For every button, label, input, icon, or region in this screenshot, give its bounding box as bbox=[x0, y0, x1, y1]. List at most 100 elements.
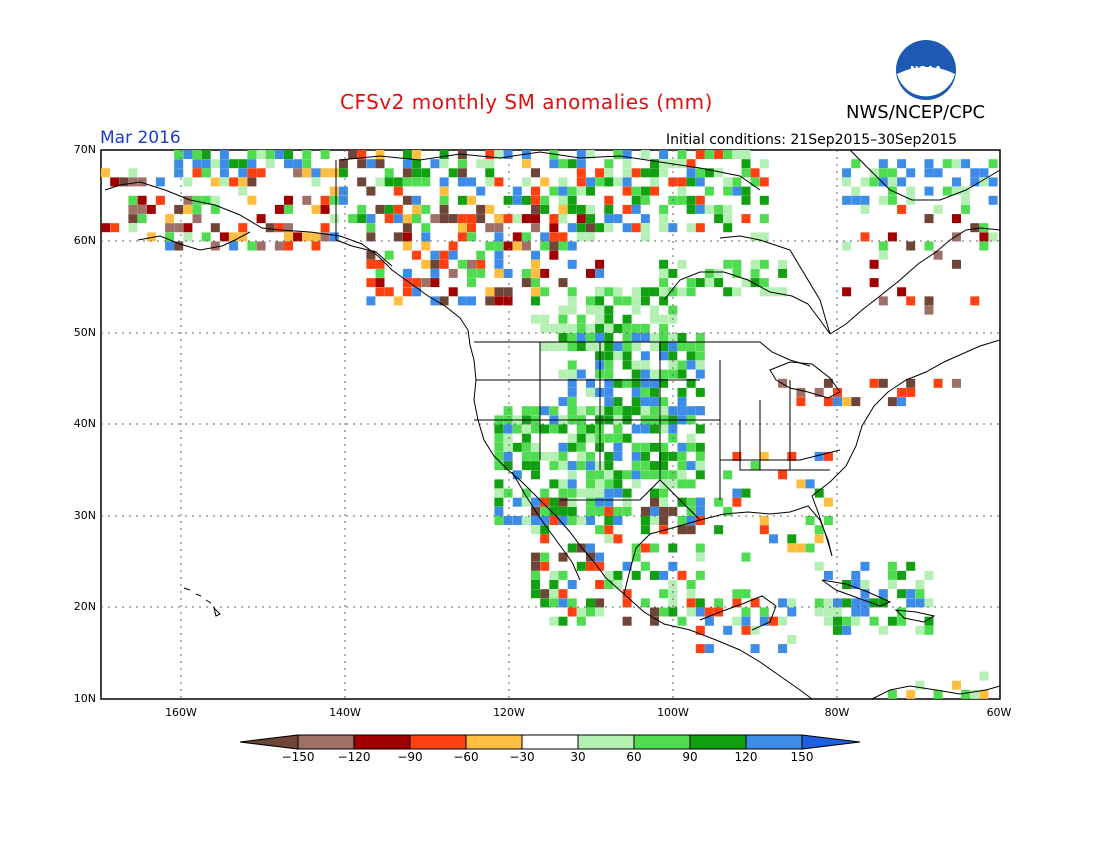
anomaly-cell bbox=[485, 150, 495, 159]
anomaly-cell bbox=[677, 397, 687, 407]
anomaly-cell bbox=[201, 195, 211, 205]
anomaly-cell bbox=[549, 232, 559, 242]
anomaly-cell bbox=[723, 506, 733, 516]
anomaly-cell bbox=[723, 150, 733, 159]
anomaly-cell bbox=[631, 369, 641, 379]
anomaly-cell bbox=[714, 150, 724, 159]
anomaly-cell bbox=[732, 598, 742, 608]
anomaly-cell bbox=[704, 616, 714, 626]
anomaly-cell bbox=[192, 159, 202, 169]
anomaly-cell bbox=[219, 177, 229, 187]
anomaly-cell bbox=[439, 296, 449, 306]
anomaly-cell bbox=[357, 159, 367, 169]
anomaly-cell bbox=[814, 598, 824, 608]
anomaly-cell bbox=[952, 378, 961, 388]
anomaly-cell bbox=[256, 150, 266, 159]
anomaly-cell bbox=[659, 442, 669, 452]
anomaly-cell bbox=[704, 150, 714, 159]
anomaly-cell bbox=[412, 195, 422, 205]
anomaly-cell bbox=[631, 387, 641, 397]
anomaly-cell bbox=[476, 186, 486, 196]
anomaly-cell bbox=[586, 451, 595, 461]
anomaly-cell bbox=[677, 616, 687, 626]
anomaly-cell bbox=[887, 195, 897, 205]
anomaly-cell bbox=[695, 570, 705, 580]
anomaly-cell bbox=[531, 442, 540, 452]
colorbar-swatch bbox=[633, 734, 691, 750]
anomaly-cell bbox=[695, 470, 705, 480]
colorbar-label: 90 bbox=[682, 750, 698, 764]
anomaly-cell bbox=[787, 607, 797, 617]
anomaly-cell bbox=[558, 488, 568, 498]
anomaly-cell bbox=[604, 497, 614, 507]
anomaly-cell bbox=[329, 214, 339, 224]
anomaly-cell bbox=[448, 268, 458, 278]
anomaly-cell bbox=[677, 406, 687, 416]
anomaly-cell bbox=[604, 159, 614, 169]
anomaly-cell bbox=[659, 223, 669, 233]
anomaly-cell bbox=[640, 287, 650, 297]
anomaly-cell bbox=[695, 351, 705, 361]
anomaly-cell bbox=[887, 616, 897, 626]
anomaly-cell bbox=[357, 177, 367, 187]
anomaly-cell bbox=[640, 424, 650, 434]
anomaly-cell bbox=[421, 177, 431, 187]
anomaly-cell bbox=[659, 461, 669, 471]
anomaly-cell bbox=[878, 241, 888, 251]
anomaly-cell bbox=[586, 214, 595, 224]
anomaly-cell bbox=[878, 159, 888, 169]
anomaly-cell bbox=[732, 287, 742, 297]
anomaly-cell bbox=[659, 287, 669, 297]
anomaly-cell bbox=[741, 589, 751, 599]
anomaly-cell bbox=[183, 177, 193, 187]
anomaly-cell bbox=[640, 516, 650, 525]
anomaly-cell bbox=[814, 607, 824, 617]
anomaly-cell bbox=[183, 232, 193, 242]
map-title: CFSv2 monthly SM anomalies (mm) bbox=[340, 90, 713, 114]
anomaly-cell bbox=[796, 543, 806, 553]
anomaly-cell bbox=[366, 259, 376, 269]
anomaly-cell bbox=[540, 204, 550, 214]
anomaly-cell bbox=[970, 689, 980, 699]
anomaly-cell bbox=[402, 214, 412, 224]
anomaly-cell bbox=[521, 516, 531, 525]
anomaly-cell bbox=[604, 534, 614, 544]
anomaly-cell bbox=[540, 287, 550, 297]
anomaly-cell bbox=[540, 241, 550, 251]
anomaly-cell bbox=[695, 442, 705, 452]
anomaly-cell bbox=[695, 598, 705, 608]
anomaly-cell bbox=[476, 204, 486, 214]
anomaly-cell bbox=[695, 342, 705, 352]
anomaly-cell bbox=[741, 278, 751, 288]
anomaly-cell bbox=[348, 214, 358, 224]
anomaly-cell bbox=[622, 433, 632, 443]
anomaly-cell bbox=[878, 168, 888, 178]
anomaly-cell bbox=[604, 525, 614, 535]
anomaly-cell bbox=[924, 305, 934, 315]
anomaly-cell bbox=[686, 525, 696, 535]
anomaly-cell bbox=[677, 186, 687, 196]
anomaly-cell bbox=[878, 250, 888, 260]
anomaly-cell bbox=[933, 204, 943, 214]
map-gridlines bbox=[101, 150, 1000, 699]
anomaly-cell bbox=[567, 433, 577, 443]
anomaly-cell bbox=[439, 259, 449, 269]
anomaly-cell bbox=[668, 561, 678, 571]
colorbar-swatch bbox=[297, 734, 355, 750]
anomaly-cell bbox=[366, 232, 376, 242]
anomaly-cell bbox=[219, 150, 229, 159]
anomaly-cell bbox=[759, 259, 769, 269]
anomaly-cell bbox=[366, 214, 376, 224]
anomaly-cell bbox=[659, 159, 669, 169]
anomaly-cell bbox=[668, 351, 678, 361]
anomaly-cell bbox=[961, 159, 971, 169]
anomaly-cell bbox=[650, 607, 659, 617]
anomaly-cell bbox=[906, 186, 916, 196]
anomaly-cell bbox=[640, 369, 650, 379]
anomaly-cell bbox=[210, 241, 220, 251]
anomaly-cell bbox=[494, 177, 504, 187]
anomaly-cell bbox=[586, 177, 595, 187]
anomaly-cell bbox=[238, 168, 248, 178]
anomaly-cell bbox=[567, 406, 577, 416]
